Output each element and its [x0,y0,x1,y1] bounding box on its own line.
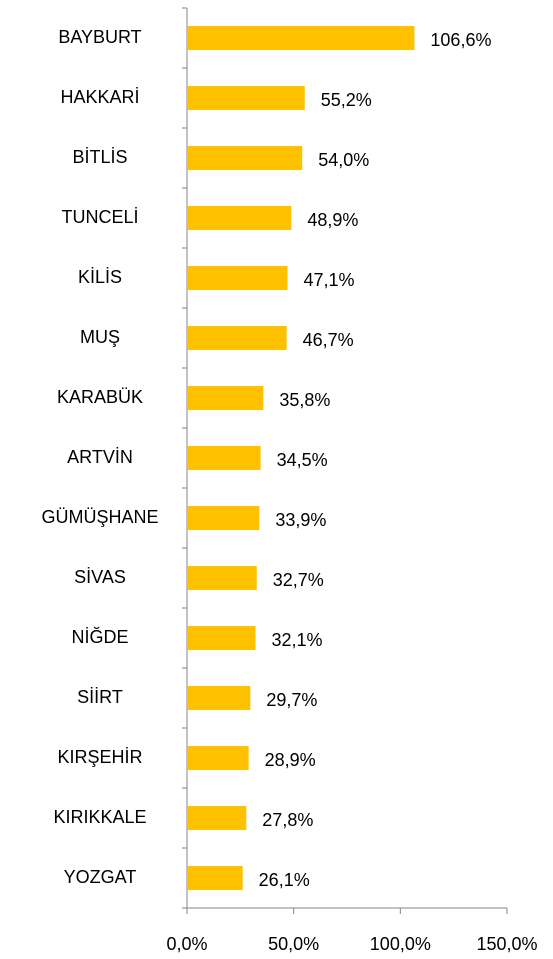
y-tick-label: GÜMÜŞHANE [41,507,158,527]
value-label: 33,9% [275,510,326,530]
value-label: 54,0% [318,150,369,170]
y-tick-label: HAKKARİ [60,87,139,107]
value-label: 55,2% [321,90,372,110]
bar [187,866,243,890]
y-tick-label: SİİRT [77,687,123,707]
y-tick-label: KARABÜK [57,387,143,407]
bar [187,206,292,230]
bar [187,566,257,590]
y-tick-label: BİTLİS [72,147,127,167]
y-tick-label: SİVAS [74,567,126,587]
bar [187,446,261,470]
value-label: 48,9% [307,210,358,230]
value-label: 29,7% [266,690,317,710]
value-label: 46,7% [303,330,354,350]
x-tick-label: 100,0% [370,934,431,954]
bar [187,86,305,110]
value-label: 32,1% [271,630,322,650]
bar [187,386,264,410]
x-tick-label: 50,0% [268,934,319,954]
bar [187,266,288,290]
y-tick-label: BAYBURT [58,27,141,47]
y-tick-label: KIRŞEHİR [57,747,142,767]
value-label: 32,7% [273,570,324,590]
bar [187,146,303,170]
y-tick-label: KIRIKKALE [53,807,146,827]
bar [187,626,256,650]
bar [187,746,249,770]
value-label: 35,8% [279,390,330,410]
y-tick-label: KİLİS [78,267,122,287]
value-label: 34,5% [277,450,328,470]
value-label: 26,1% [259,870,310,890]
y-tick-label: ARTVİN [67,447,133,467]
bar [187,326,287,350]
bar [187,806,247,830]
value-label: 27,8% [262,810,313,830]
y-tick-label: YOZGAT [64,867,137,887]
bar [187,26,415,50]
value-label: 47,1% [303,270,354,290]
y-tick-label: TUNCELİ [61,207,138,227]
bar [187,686,251,710]
value-label: 106,6% [430,30,491,50]
bar [187,506,260,530]
x-tick-label: 0,0% [166,934,207,954]
y-tick-label: NİĞDE [71,626,128,647]
y-tick-label: MUŞ [80,327,120,347]
value-label: 28,9% [265,750,316,770]
x-tick-label: 150,0% [476,934,537,954]
